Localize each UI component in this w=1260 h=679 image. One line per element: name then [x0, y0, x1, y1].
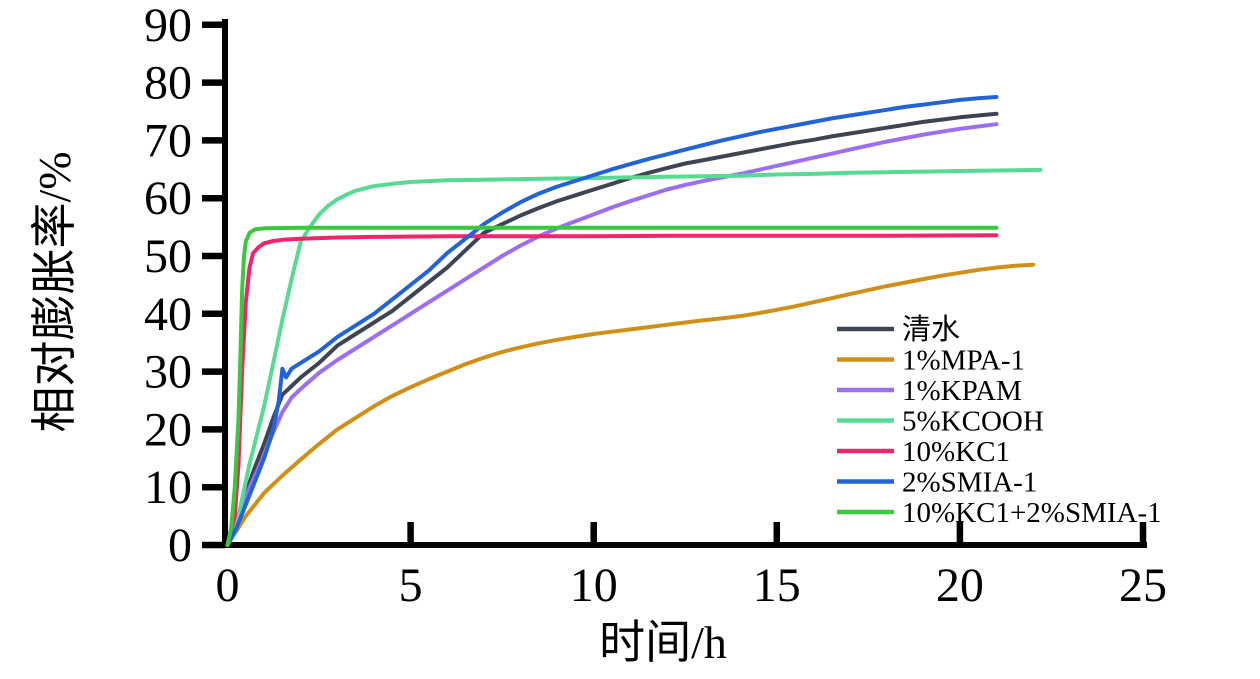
legend-label-5: 10%KC1	[902, 436, 1010, 468]
series-line-2	[225, 262, 1036, 547]
y-tick-label: 60	[144, 172, 192, 225]
legend-label-7: 10%KC1+2%SMIA-1	[902, 497, 1162, 529]
y-tick-label: 30	[144, 346, 192, 399]
y-tick-label: 50	[144, 230, 192, 283]
x-tick-label: 25	[1119, 559, 1167, 612]
legend-label-4: 5%KCOOH	[902, 406, 1044, 438]
y-tick-label: 20	[144, 403, 192, 456]
y-tick-label: 80	[144, 57, 192, 110]
legend-label-2: 1%MPA-1	[902, 345, 1025, 377]
legend-label-6: 2%SMIA-1	[902, 467, 1037, 499]
series-line-4	[225, 167, 1043, 547]
series-line-5	[225, 233, 999, 547]
series-line-3	[225, 122, 999, 547]
y-tick-label: 40	[144, 288, 192, 341]
y-tick-label: 0	[168, 519, 192, 572]
series-line-6	[225, 95, 999, 547]
x-tick-label: 15	[753, 559, 801, 612]
series-line-1	[225, 111, 999, 547]
y-axis-title: 相对膨胀率/%	[29, 151, 80, 432]
y-tick-label: 10	[144, 461, 192, 514]
x-tick-label: 10	[570, 559, 618, 612]
x-axis-title: 时间/h	[599, 617, 727, 668]
y-tick-label: 90	[144, 0, 192, 52]
legend-label-3: 1%KPAM	[902, 375, 1022, 407]
x-tick-label: 0	[216, 559, 240, 612]
legend-label-1: 清水	[902, 313, 960, 346]
y-tick-label: 70	[144, 114, 192, 167]
x-tick-label: 20	[936, 559, 984, 612]
series-line-7	[225, 225, 999, 547]
x-tick-label: 5	[399, 559, 423, 612]
